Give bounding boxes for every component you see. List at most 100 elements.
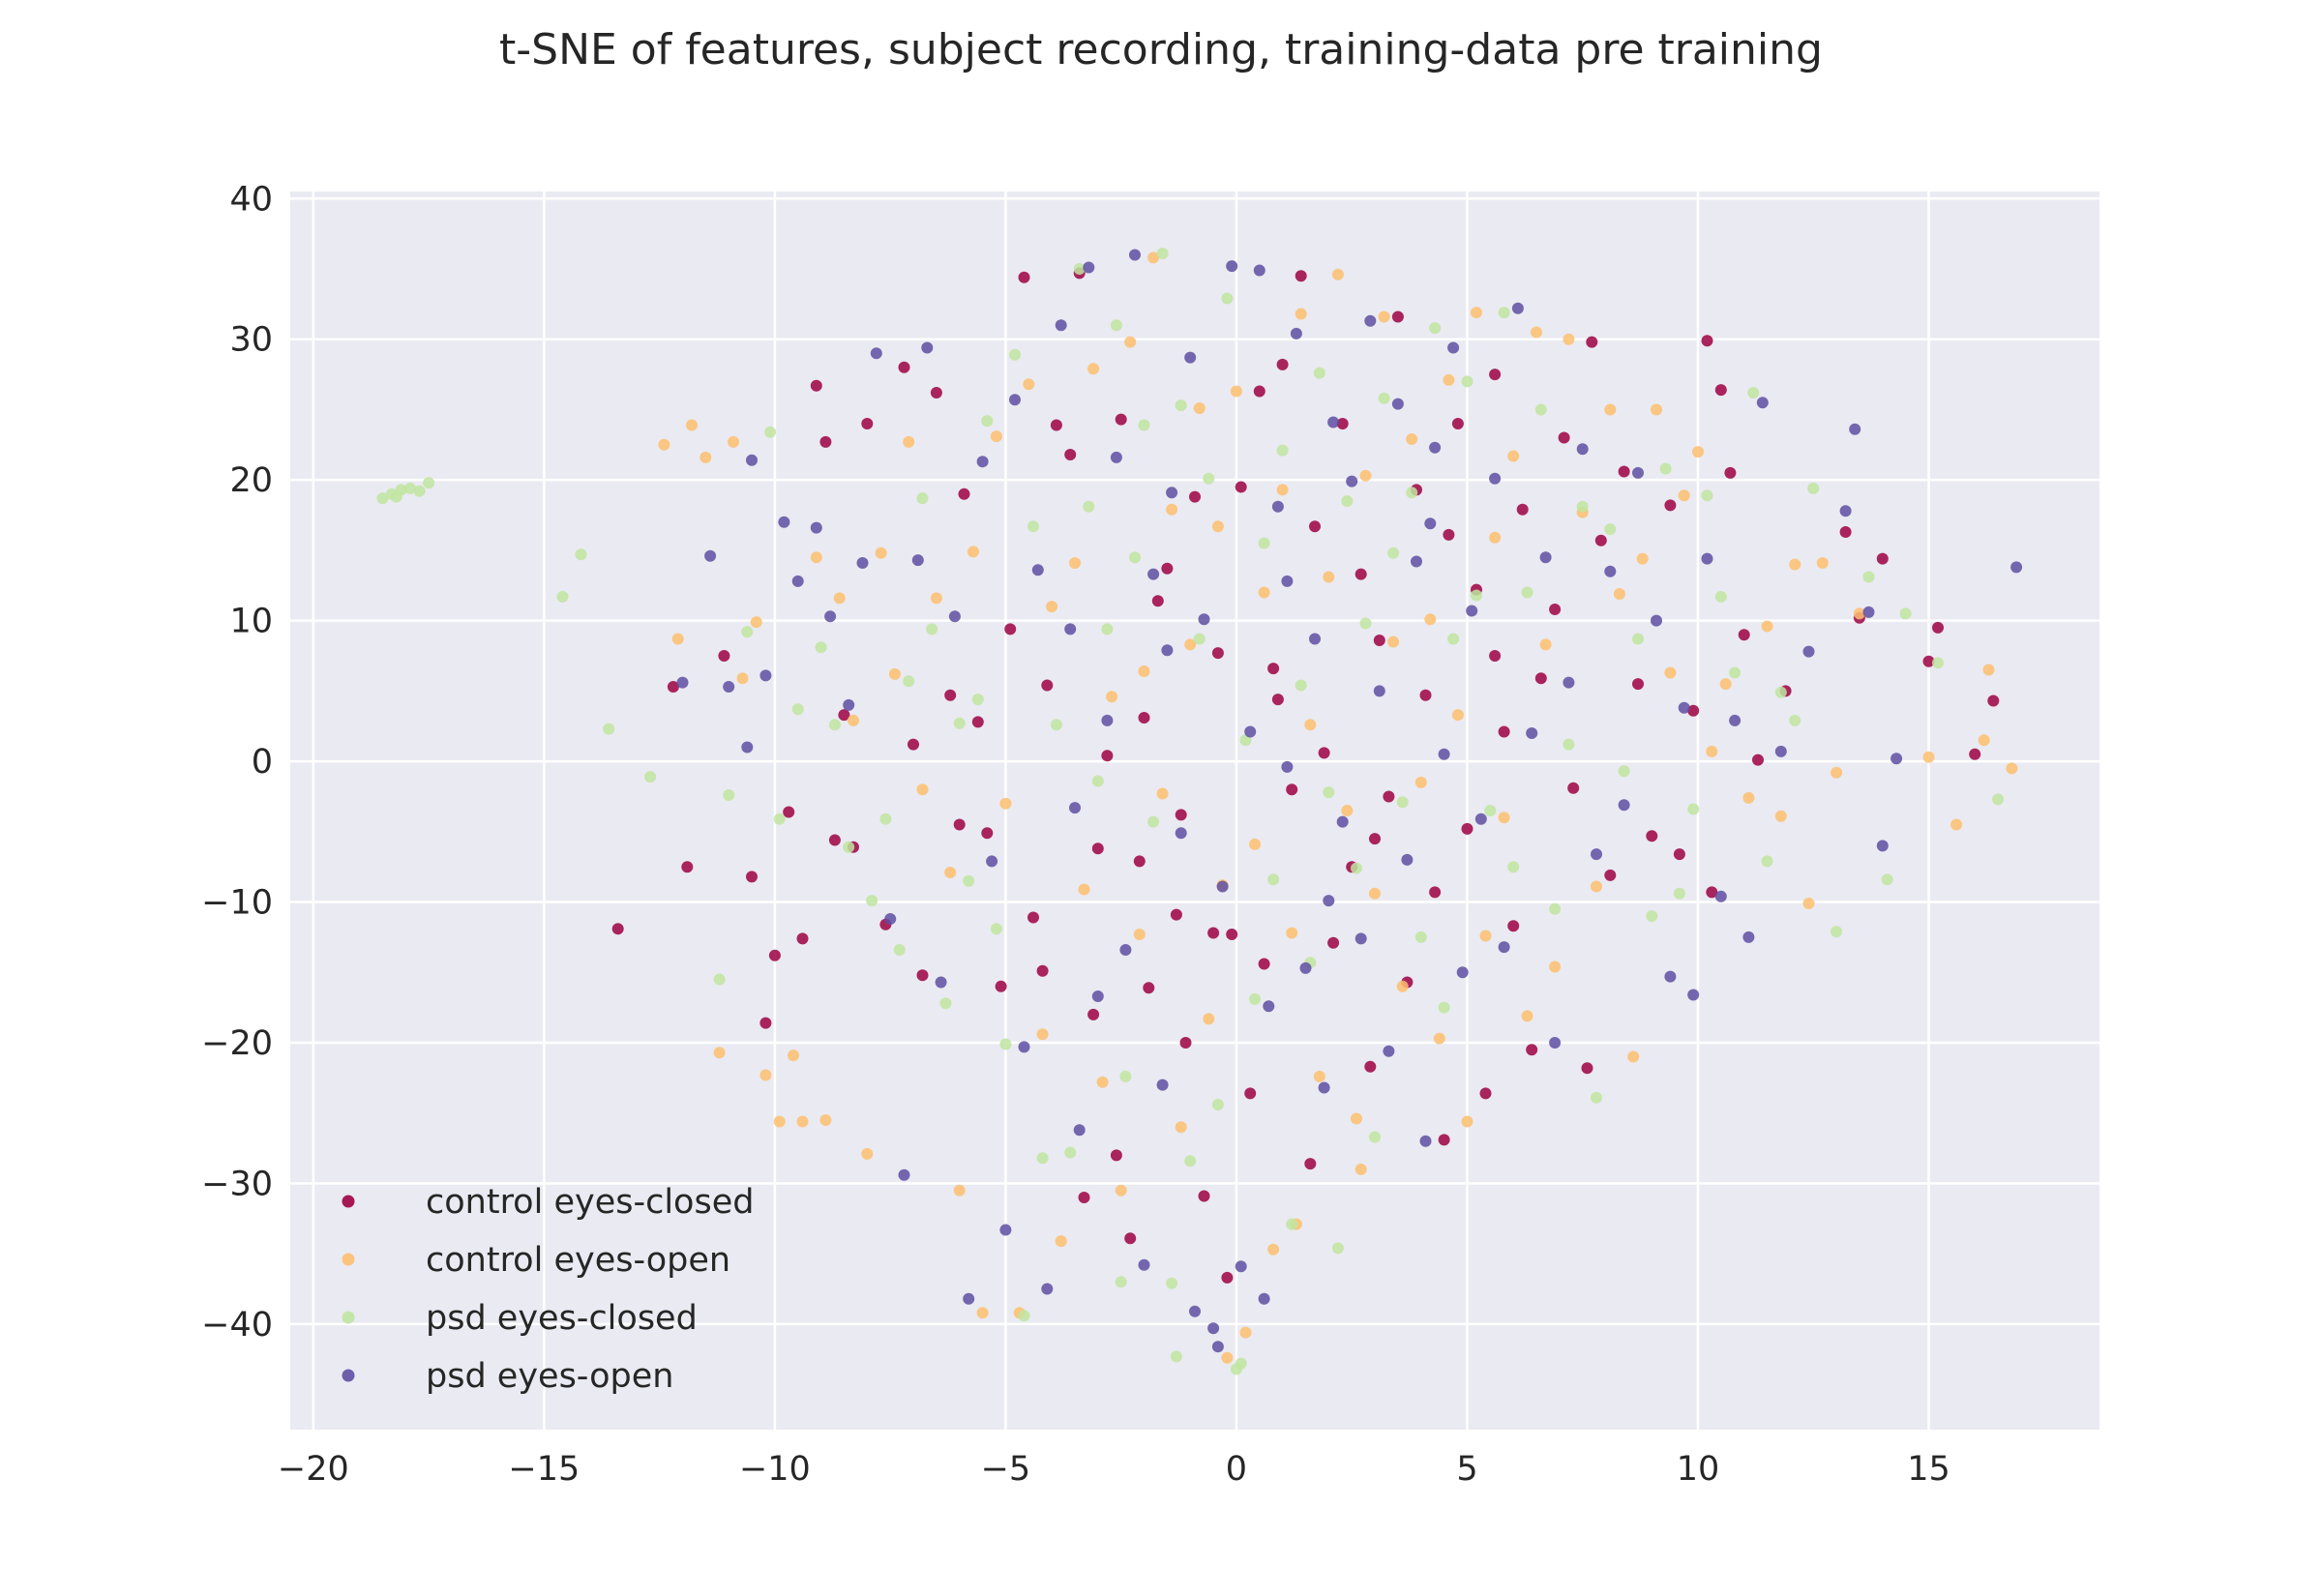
data-point: [1364, 1060, 1377, 1073]
data-point: [1318, 1081, 1330, 1094]
data-point: [948, 610, 961, 623]
data-point: [1498, 307, 1510, 319]
data-point: [1729, 666, 1742, 679]
data-point: [1156, 1079, 1169, 1091]
data-point: [1304, 719, 1317, 731]
data-point: [1073, 1124, 1086, 1137]
data-point: [1714, 590, 1727, 603]
data-point: [1249, 992, 1261, 1005]
data-point: [686, 419, 698, 431]
data-point: [1083, 500, 1095, 513]
data-point: [1313, 367, 1325, 379]
data-point: [1451, 418, 1464, 429]
data-point: [1692, 446, 1704, 458]
data-point: [999, 1038, 1012, 1050]
data-point: [1419, 689, 1432, 701]
data-point: [1618, 799, 1630, 812]
data-point: [848, 714, 859, 726]
data-point: [1124, 336, 1137, 348]
data-point: [741, 626, 754, 638]
data-point: [1129, 551, 1141, 564]
data-point: [788, 1049, 799, 1062]
data-point: [791, 575, 804, 587]
x-tick-label: −20: [278, 1450, 349, 1489]
data-point: [1189, 490, 1201, 503]
data-point: [1632, 633, 1644, 645]
data-point: [916, 969, 929, 982]
data-point: [1738, 629, 1750, 641]
data-point: [1461, 822, 1474, 835]
data-point: [1747, 387, 1760, 399]
data-point: [1498, 725, 1510, 738]
data-point: [1138, 665, 1150, 677]
data-point: [1286, 927, 1298, 939]
data-point: [1646, 910, 1658, 923]
data-point: [1147, 815, 1160, 828]
data-point: [976, 456, 989, 468]
data-point: [759, 1069, 772, 1081]
data-point: [976, 1307, 989, 1319]
data-point: [1198, 613, 1210, 626]
data-point: [921, 341, 934, 354]
data-point: [1613, 588, 1625, 600]
data-point: [815, 641, 827, 654]
data-point: [1424, 613, 1437, 626]
x-tick-label: 5: [1456, 1450, 1477, 1489]
data-point: [1211, 1341, 1224, 1353]
data-point: [1391, 398, 1404, 410]
data-point: [1166, 503, 1178, 516]
data-point: [1429, 322, 1442, 335]
data-point: [1110, 451, 1122, 463]
data-point: [791, 703, 804, 716]
data-point: [1419, 1135, 1432, 1147]
data-point: [1138, 1258, 1150, 1271]
data-point: [1211, 520, 1224, 533]
data-point: [1078, 1192, 1090, 1203]
data-point: [1271, 694, 1284, 706]
data-point: [1069, 557, 1081, 569]
data-point: [879, 813, 892, 825]
data-point: [667, 681, 679, 693]
data-point: [1327, 936, 1340, 949]
data-point: [1036, 1028, 1049, 1041]
data-point: [1461, 375, 1474, 388]
data-point: [1789, 558, 1801, 571]
data-point: [1286, 1218, 1298, 1230]
x-tick-label: −15: [508, 1450, 580, 1489]
data-point: [1129, 249, 1141, 261]
data-point: [1438, 1001, 1450, 1014]
data-point: [1101, 623, 1114, 635]
data-point: [1687, 704, 1700, 717]
x-tick-label: 10: [1677, 1450, 1720, 1489]
data-point: [1451, 709, 1464, 722]
data-point: [1064, 623, 1077, 635]
data-point: [700, 451, 712, 463]
data-point: [898, 1168, 910, 1181]
data-point: [644, 771, 657, 783]
data-point: [999, 1224, 1012, 1236]
data-point: [1323, 786, 1335, 799]
legend-marker: [342, 1369, 355, 1382]
data-point: [681, 861, 694, 873]
data-point: [1969, 748, 1981, 760]
data-point: [1295, 679, 1307, 692]
scatter-points: [376, 248, 2023, 1375]
data-point: [1031, 564, 1044, 576]
data-point: [1881, 873, 1893, 886]
data-point: [1189, 1305, 1201, 1317]
data-point: [1447, 633, 1460, 645]
data-point: [1373, 635, 1385, 646]
data-point: [1678, 489, 1690, 502]
data-point: [930, 387, 942, 399]
data-point: [819, 1114, 832, 1126]
y-tick-label: 20: [229, 461, 273, 500]
data-point: [1761, 620, 1773, 633]
data-point: [1143, 982, 1155, 994]
data-point: [1387, 635, 1400, 648]
data-point: [999, 797, 1012, 810]
data-point: [819, 435, 832, 448]
data-point: [810, 379, 822, 392]
x-tick-label: −5: [981, 1450, 1031, 1489]
data-point: [1235, 1357, 1247, 1370]
